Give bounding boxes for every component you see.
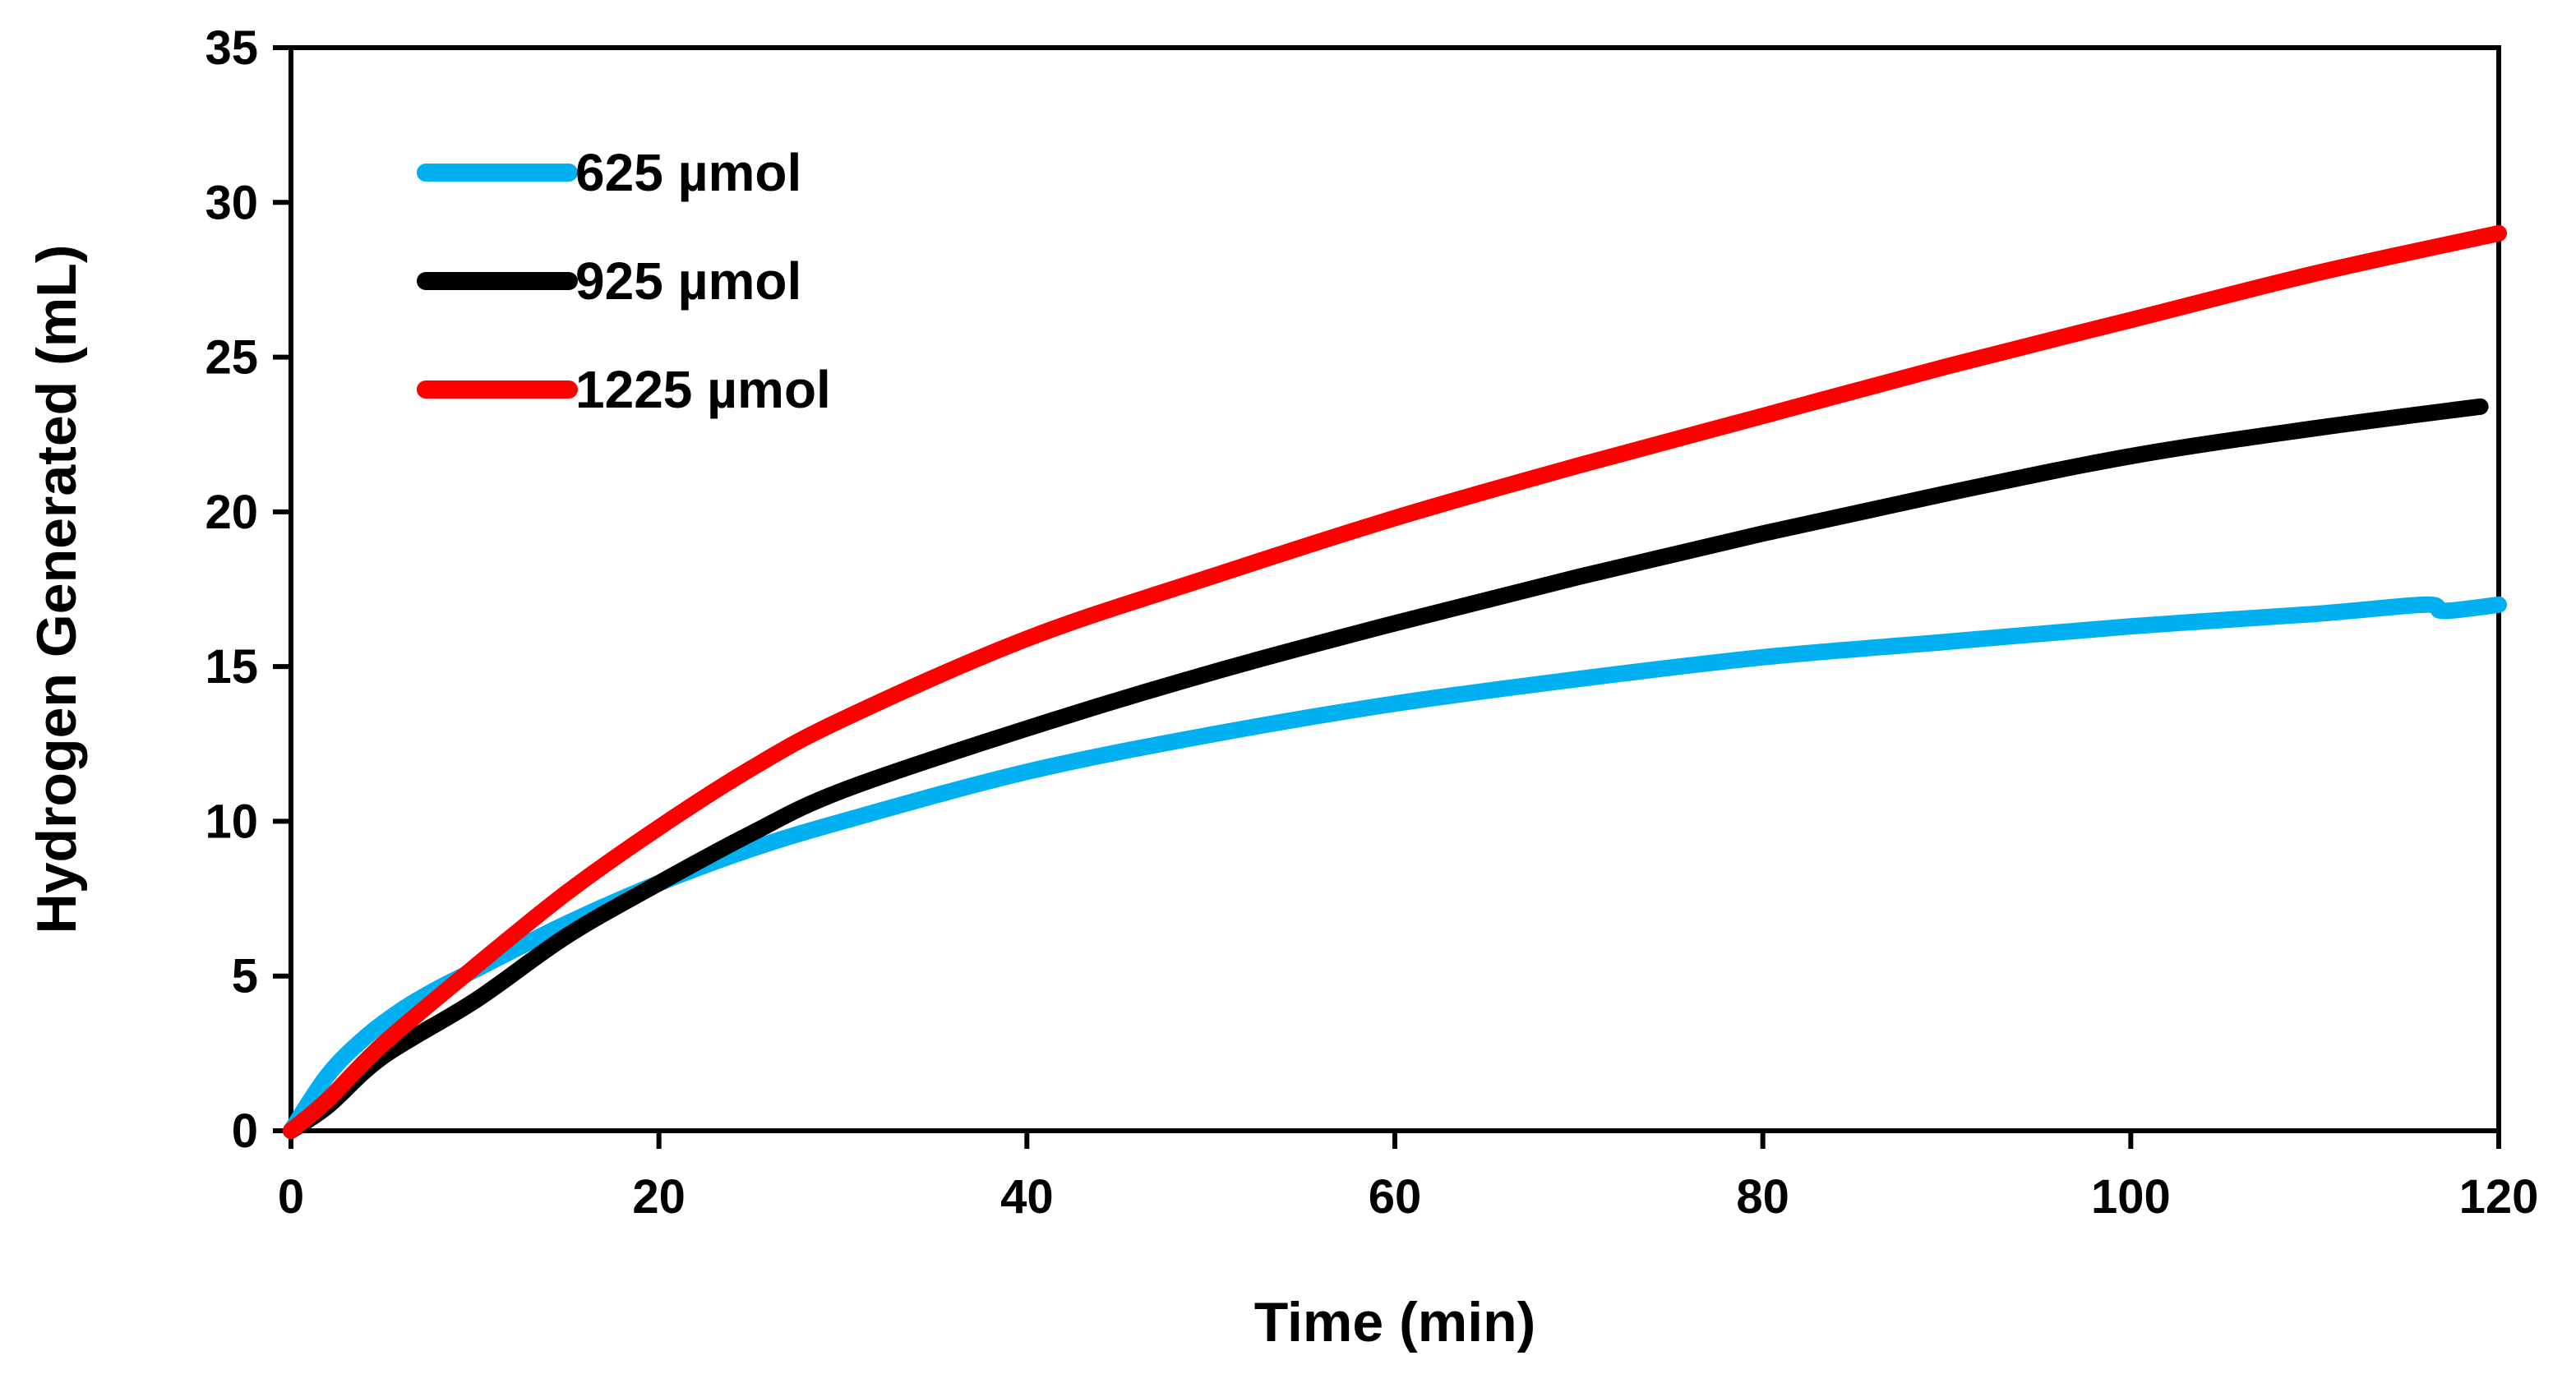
y-tick-label: 0 <box>232 1104 258 1158</box>
y-tick-label: 20 <box>205 486 258 539</box>
legend-label-625-mol: 625 µmol <box>575 143 801 202</box>
x-tick-label: 20 <box>632 1170 686 1224</box>
series-line-925-mol <box>283 398 2489 1139</box>
x-tick-label: 120 <box>2459 1170 2539 1224</box>
legend: 625 µmol 925 µmol 1225 µmol <box>417 143 831 419</box>
y-axis: 0 5 10 15 20 25 30 35 <box>205 21 291 1158</box>
y-tick-label: 30 <box>205 176 258 229</box>
series-line-1225-mol <box>283 224 2507 1139</box>
y-tick-label: 10 <box>205 795 258 848</box>
x-tick-label: 60 <box>1369 1170 1422 1224</box>
y-tick-label: 15 <box>205 640 258 694</box>
y-tick-label: 25 <box>205 331 258 385</box>
x-tick-label: 100 <box>2091 1170 2171 1224</box>
x-tick-label: 40 <box>1000 1170 1054 1224</box>
x-tick-label: 80 <box>1736 1170 1789 1224</box>
y-tick-label: 5 <box>232 950 258 1003</box>
series-group <box>283 224 2507 1139</box>
legend-label-925-mol: 925 µmol <box>575 251 801 311</box>
x-tick-label: 0 <box>278 1170 304 1224</box>
x-axis: 0 20 40 60 80 100 120 <box>278 1131 2539 1224</box>
y-axis-title: Hydrogen Generated (mL) <box>25 245 88 934</box>
x-axis-title: Time (min) <box>1254 1291 1536 1353</box>
legend-label-1225-mol: 1225 µmol <box>575 360 831 419</box>
y-tick-label: 35 <box>205 21 258 75</box>
